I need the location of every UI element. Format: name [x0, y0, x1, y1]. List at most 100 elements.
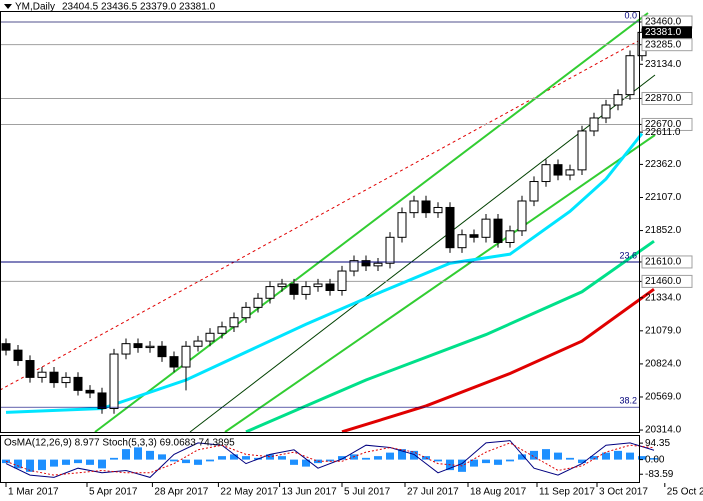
- osma-bar: [494, 459, 502, 465]
- fib-label: 0.0: [624, 10, 637, 20]
- candle-body: [1, 343, 11, 351]
- osma-bar: [650, 458, 658, 460]
- candle-body: [457, 234, 467, 249]
- x-tick-label: 18 Aug 2017: [470, 487, 527, 498]
- candle-body: [589, 117, 599, 132]
- label-box: [641, 274, 693, 288]
- indicator-frame: [0, 435, 640, 483]
- candle-body: [481, 218, 491, 238]
- x-tick-label: 5 Jul 2017: [344, 487, 391, 498]
- candle-body: [229, 317, 239, 328]
- osma-bar: [410, 450, 418, 460]
- osma-bar: [50, 459, 58, 467]
- candle-body: [25, 360, 35, 378]
- candle-body: [577, 130, 587, 171]
- osma-bar: [206, 459, 214, 462]
- osma-bar: [434, 459, 442, 462]
- fib-label: 23.6: [619, 250, 637, 260]
- candle-body: [505, 230, 515, 243]
- candle-body: [469, 234, 479, 238]
- osma-bar: [386, 452, 394, 460]
- candle-body: [217, 326, 227, 334]
- candle-body: [445, 206, 455, 249]
- y-tick-label: 21079.0: [645, 325, 682, 336]
- osma-bar: [122, 449, 130, 460]
- y-tick-label: 21852.0: [645, 225, 682, 236]
- label-box: [641, 255, 693, 269]
- candle-body: [337, 270, 347, 291]
- y-tick-label: 23134.0: [645, 59, 682, 70]
- osma-bar: [158, 454, 166, 460]
- y-tick-label: 22670.0: [645, 119, 682, 130]
- candle-body: [289, 283, 299, 295]
- channel-line: [224, 134, 656, 433]
- osma-bar: [230, 454, 238, 460]
- osma-bar: [638, 456, 646, 460]
- osma-bar: [398, 449, 406, 460]
- high-price: 23436.5: [101, 2, 138, 13]
- y-tick-label: 0.00: [645, 454, 665, 465]
- candle-body: [397, 212, 407, 238]
- candle-body: [253, 297, 263, 308]
- label-box: [641, 117, 693, 131]
- osma-bar: [338, 456, 346, 460]
- candle-body: [61, 376, 71, 384]
- stoch-signal: [5, 442, 655, 476]
- osma-bar: [578, 459, 586, 464]
- candle-body: [265, 286, 275, 299]
- candle-body: [73, 376, 83, 391]
- y-tick-label: 22870.0: [645, 93, 682, 104]
- osma-bar: [134, 447, 142, 460]
- candle-body: [169, 356, 179, 368]
- candle-body: [205, 332, 215, 342]
- osma-bar: [242, 456, 250, 460]
- candle-body: [277, 283, 287, 288]
- osma-bar: [602, 452, 610, 460]
- osma-bar: [542, 449, 550, 460]
- moving-average: [341, 287, 655, 434]
- osma-bar: [626, 452, 634, 460]
- x-tick-label: 1 Mar 2017: [8, 487, 59, 498]
- y-tick-label: 22362.0: [645, 159, 682, 170]
- symbol: YM,Daily: [15, 2, 55, 13]
- candle-body: [385, 236, 395, 264]
- x-tick-label: 5 Apr 2017: [89, 487, 138, 498]
- y-tick-label: 21334.0: [645, 292, 682, 303]
- candle-body: [613, 94, 623, 106]
- menu-icon[interactable]: [4, 4, 12, 9]
- osma-bar: [182, 459, 190, 464]
- osma-bar: [146, 450, 154, 460]
- x-tick-label: 22 May 2017: [220, 487, 278, 498]
- osma-bar: [170, 459, 178, 462]
- candle-body: [13, 349, 23, 362]
- candle-body: [349, 260, 359, 272]
- candle-body: [541, 164, 551, 183]
- candle-body: [325, 283, 335, 291]
- y-tick-label: 21610.0: [645, 257, 682, 268]
- candle-body: [313, 283, 323, 288]
- candle-body: [121, 343, 131, 355]
- moving-average: [5, 132, 644, 414]
- label-box: [641, 38, 693, 52]
- osma-bar: [326, 459, 334, 462]
- candle-body: [145, 345, 155, 349]
- osma-bar: [362, 457, 370, 460]
- candle-body: [301, 286, 311, 295]
- osma-bar: [218, 456, 226, 460]
- last-price-label: 23381.0: [645, 27, 682, 38]
- osma-bar: [482, 459, 490, 464]
- candle-body: [97, 392, 107, 410]
- y-tick-label: -83.59: [645, 469, 674, 480]
- fib-label: 38.2: [619, 396, 637, 406]
- low-price: 23379.0: [140, 2, 177, 13]
- candle-body: [433, 206, 443, 214]
- candle-body: [409, 200, 419, 214]
- candle-body: [37, 371, 47, 378]
- candle-body: [49, 371, 59, 384]
- main-frame: [0, 11, 640, 433]
- indicator-label: OsMA(12,26,9) 8.977 Stoch(5,3,3) 69.0683…: [4, 438, 235, 449]
- x-tick-label: 28 Apr 2017: [154, 487, 208, 498]
- x-tick-label: 3 Oct 2017: [599, 487, 648, 498]
